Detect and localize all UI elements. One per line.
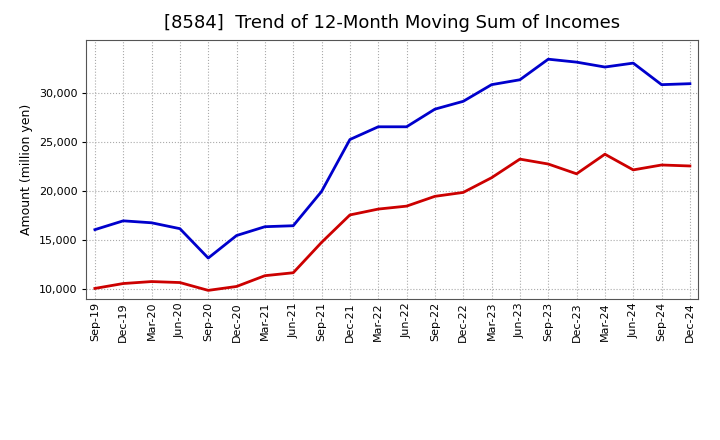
Net Income bbox=[629, 167, 637, 172]
Ordinary Income bbox=[572, 59, 581, 65]
Ordinary Income bbox=[402, 124, 411, 129]
Net Income bbox=[91, 286, 99, 291]
Title: [8584]  Trend of 12-Month Moving Sum of Incomes: [8584] Trend of 12-Month Moving Sum of I… bbox=[164, 15, 621, 33]
Ordinary Income bbox=[176, 226, 184, 231]
Net Income bbox=[402, 203, 411, 209]
Ordinary Income bbox=[374, 124, 382, 129]
Ordinary Income bbox=[657, 82, 666, 87]
Ordinary Income bbox=[119, 218, 127, 224]
Net Income bbox=[516, 157, 524, 162]
Ordinary Income bbox=[204, 255, 212, 260]
Ordinary Income bbox=[261, 224, 269, 229]
Net Income bbox=[487, 175, 496, 180]
Net Income bbox=[657, 162, 666, 168]
Net Income bbox=[289, 270, 297, 275]
Ordinary Income bbox=[487, 82, 496, 87]
Y-axis label: Amount (million yen): Amount (million yen) bbox=[20, 104, 33, 235]
Line: Net Income: Net Income bbox=[95, 154, 690, 290]
Net Income bbox=[176, 280, 184, 285]
Net Income bbox=[544, 161, 552, 167]
Ordinary Income bbox=[459, 99, 467, 104]
Ordinary Income bbox=[629, 60, 637, 66]
Net Income bbox=[204, 288, 212, 293]
Net Income bbox=[318, 240, 326, 245]
Ordinary Income bbox=[685, 81, 694, 86]
Ordinary Income bbox=[233, 233, 241, 238]
Line: Ordinary Income: Ordinary Income bbox=[95, 59, 690, 258]
Net Income bbox=[572, 171, 581, 176]
Ordinary Income bbox=[318, 189, 326, 194]
Net Income bbox=[459, 190, 467, 195]
Ordinary Income bbox=[289, 223, 297, 228]
Ordinary Income bbox=[431, 106, 439, 112]
Net Income bbox=[119, 281, 127, 286]
Net Income bbox=[261, 273, 269, 279]
Ordinary Income bbox=[91, 227, 99, 232]
Net Income bbox=[685, 163, 694, 169]
Ordinary Income bbox=[600, 64, 609, 70]
Ordinary Income bbox=[148, 220, 156, 225]
Ordinary Income bbox=[544, 57, 552, 62]
Net Income bbox=[374, 206, 382, 212]
Net Income bbox=[346, 213, 354, 218]
Net Income bbox=[431, 194, 439, 199]
Net Income bbox=[233, 284, 241, 289]
Ordinary Income bbox=[516, 77, 524, 82]
Net Income bbox=[148, 279, 156, 284]
Net Income bbox=[600, 151, 609, 157]
Ordinary Income bbox=[346, 137, 354, 142]
